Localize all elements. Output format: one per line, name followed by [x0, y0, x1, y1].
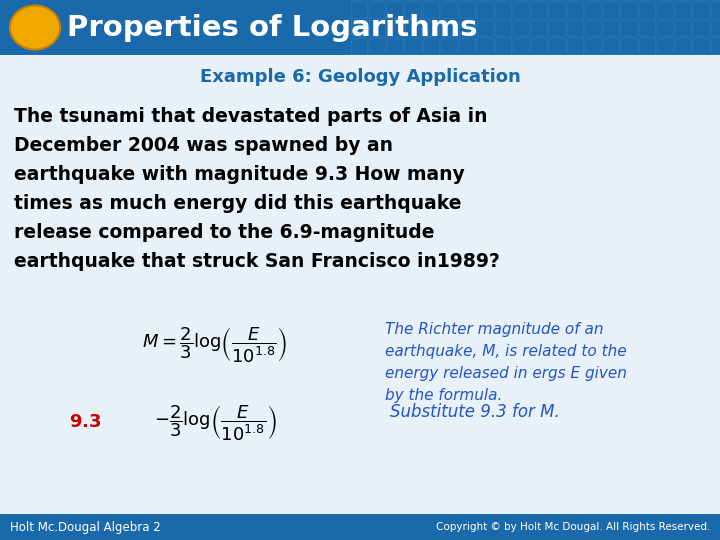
Bar: [639, 20, 655, 36]
Bar: [603, 38, 619, 54]
Bar: [423, 20, 439, 36]
Bar: [477, 2, 493, 18]
Bar: [603, 20, 619, 36]
Bar: [459, 38, 475, 54]
Bar: [513, 38, 529, 54]
Bar: [549, 2, 565, 18]
Bar: [585, 20, 601, 36]
Text: by the formula.: by the formula.: [385, 388, 503, 403]
Text: energy released in ergs E given: energy released in ergs E given: [385, 366, 627, 381]
Bar: [531, 38, 547, 54]
Bar: [477, 38, 493, 54]
Bar: [693, 38, 709, 54]
Bar: [657, 2, 673, 18]
Bar: [441, 2, 457, 18]
Bar: [513, 20, 529, 36]
Bar: [495, 2, 511, 18]
Bar: [0, 0, 720, 55]
Text: release compared to the 6.9-magnitude: release compared to the 6.9-magnitude: [14, 223, 434, 242]
Bar: [387, 38, 403, 54]
Bar: [675, 2, 691, 18]
Bar: [567, 2, 583, 18]
Bar: [639, 2, 655, 18]
Bar: [693, 20, 709, 36]
Bar: [369, 38, 385, 54]
Text: Example 6: Geology Application: Example 6: Geology Application: [199, 68, 521, 86]
Bar: [459, 2, 475, 18]
Text: Properties of Logarithms: Properties of Logarithms: [67, 14, 477, 42]
Bar: [693, 2, 709, 18]
Text: $-\dfrac{2}{3}\log\!\left(\dfrac{\mathit{E}}{10^{1.8}}\right)$: $-\dfrac{2}{3}\log\!\left(\dfrac{\mathit…: [153, 402, 276, 442]
Bar: [567, 38, 583, 54]
Bar: [405, 20, 421, 36]
Bar: [549, 38, 565, 54]
Bar: [459, 20, 475, 36]
Bar: [369, 20, 385, 36]
Bar: [477, 20, 493, 36]
Bar: [657, 38, 673, 54]
Bar: [351, 38, 367, 54]
Bar: [675, 38, 691, 54]
Bar: [351, 2, 367, 18]
Bar: [405, 38, 421, 54]
Bar: [405, 2, 421, 18]
Bar: [567, 20, 583, 36]
Bar: [657, 20, 673, 36]
Bar: [423, 2, 439, 18]
Text: December 2004 was spawned by an: December 2004 was spawned by an: [14, 136, 393, 155]
Bar: [711, 2, 720, 18]
Bar: [585, 38, 601, 54]
Text: $\mathbf{9.3}$: $\mathbf{9.3}$: [68, 413, 102, 431]
Bar: [585, 2, 601, 18]
Bar: [531, 2, 547, 18]
Bar: [531, 20, 547, 36]
Text: Holt Mc.Dougal Algebra 2: Holt Mc.Dougal Algebra 2: [10, 521, 161, 534]
Bar: [711, 20, 720, 36]
Bar: [495, 38, 511, 54]
Bar: [369, 2, 385, 18]
Bar: [621, 20, 637, 36]
Bar: [351, 20, 367, 36]
Bar: [549, 20, 565, 36]
Text: earthquake that struck San Francisco in1989?: earthquake that struck San Francisco in1…: [14, 252, 500, 271]
Text: The Richter magnitude of an: The Richter magnitude of an: [385, 322, 603, 337]
Bar: [603, 2, 619, 18]
Text: Substitute 9.3 for M.: Substitute 9.3 for M.: [390, 403, 559, 421]
Text: earthquake, M, is related to the: earthquake, M, is related to the: [385, 344, 626, 359]
Text: The tsunami that devastated parts of Asia in: The tsunami that devastated parts of Asi…: [14, 107, 487, 126]
Bar: [387, 2, 403, 18]
Bar: [639, 38, 655, 54]
Bar: [621, 38, 637, 54]
Bar: [441, 38, 457, 54]
Text: Copyright © by Holt Mc Dougal. All Rights Reserved.: Copyright © by Holt Mc Dougal. All Right…: [436, 522, 710, 532]
Bar: [423, 38, 439, 54]
Bar: [621, 2, 637, 18]
Ellipse shape: [10, 5, 60, 50]
Bar: [495, 20, 511, 36]
Text: $\mathit{M} = \dfrac{2}{3}\log\!\left(\dfrac{\mathit{E}}{10^{1.8}}\right)$: $\mathit{M} = \dfrac{2}{3}\log\!\left(\d…: [143, 326, 288, 365]
Bar: [711, 38, 720, 54]
Text: times as much energy did this earthquake: times as much energy did this earthquake: [14, 194, 462, 213]
Bar: [0, 514, 720, 540]
Text: earthquake with magnitude 9.3 How many: earthquake with magnitude 9.3 How many: [14, 165, 464, 184]
Bar: [387, 20, 403, 36]
Bar: [675, 20, 691, 36]
Bar: [441, 20, 457, 36]
Bar: [513, 2, 529, 18]
